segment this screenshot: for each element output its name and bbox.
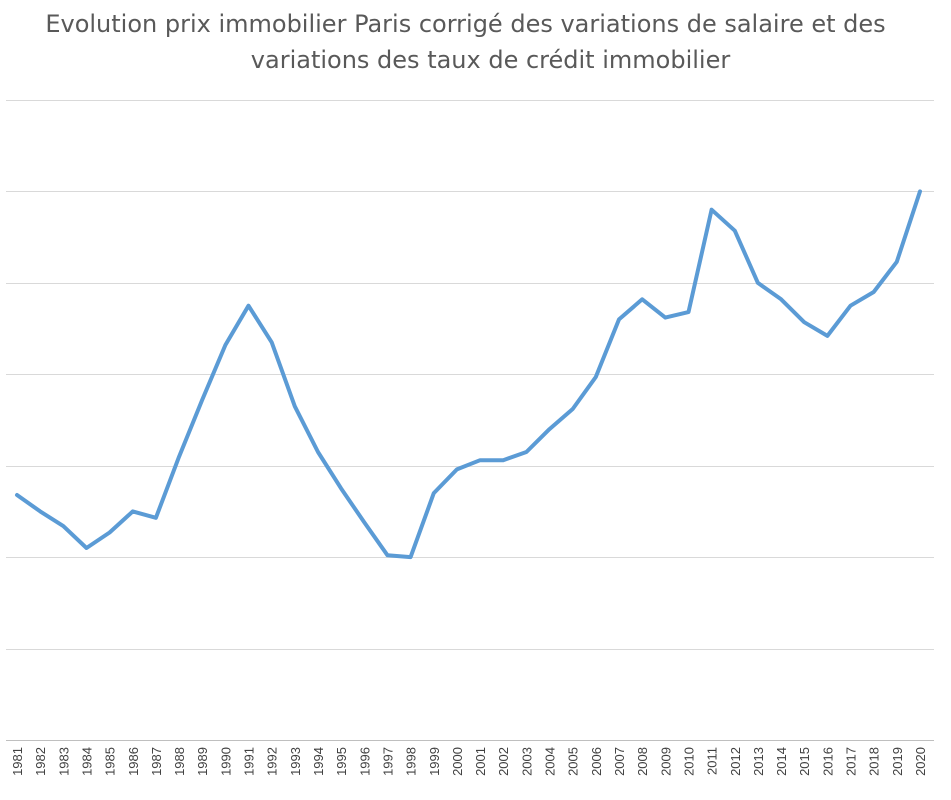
x-tick-label-1982: 1982: [33, 747, 48, 776]
x-tick-label-1999: 1999: [427, 747, 442, 776]
chart-title: Evolution prix immobilier Paris corrigé …: [0, 6, 951, 78]
x-tick-label-1995: 1995: [334, 747, 349, 776]
x-tick-label-1991: 1991: [242, 747, 257, 776]
x-tick-label-2007: 2007: [612, 747, 627, 776]
x-tick-label-1988: 1988: [172, 747, 187, 776]
series-line-1: [15, 189, 922, 560]
x-tick-label-2018: 2018: [867, 747, 882, 776]
x-tick-label-1983: 1983: [56, 747, 71, 776]
series-layer: [15, 189, 922, 560]
x-tick-label-2020: 2020: [913, 747, 928, 776]
x-tick-label-1994: 1994: [311, 747, 326, 776]
x-tick-label-1993: 1993: [288, 747, 303, 776]
x-tick-label-2003: 2003: [519, 747, 534, 776]
x-tick-label-2002: 2002: [496, 747, 511, 776]
x-tick-label-2008: 2008: [635, 747, 650, 776]
x-tick-label-2010: 2010: [681, 747, 696, 776]
x-tick-label-2012: 2012: [728, 747, 743, 776]
x-tick-label-2011: 2011: [705, 747, 720, 775]
x-tick-label-1986: 1986: [126, 747, 141, 776]
chart-title-line-2: variations des taux de crédit immobilier: [250, 46, 731, 74]
x-axis-tick-labels: 1981 1982 1983 1984 1985 1986 1987 1988 1989 1990…: [10, 747, 928, 776]
x-tick-label-2019: 2019: [890, 747, 905, 776]
x-tick-label-2015: 2015: [797, 747, 812, 776]
x-tick-label-1997: 1997: [380, 747, 395, 776]
x-tick-label-1989: 1989: [195, 747, 210, 776]
x-tick-label-1992: 1992: [265, 747, 280, 776]
x-tick-label-2016: 2016: [820, 747, 835, 776]
x-tick-label-1985: 1985: [103, 747, 118, 776]
x-tick-label-1981: 1981: [10, 747, 25, 776]
gridlines: [6, 100, 934, 741]
x-tick-label-2006: 2006: [589, 747, 604, 776]
x-tick-label-2004: 2004: [543, 747, 558, 776]
x-tick-label-2013: 2013: [751, 747, 766, 776]
x-tick-label-2014: 2014: [774, 747, 789, 776]
x-tick-label-1984: 1984: [79, 747, 94, 776]
x-tick-label-1990: 1990: [218, 747, 233, 776]
x-tick-label-2001: 2001: [473, 747, 488, 776]
x-tick-label-1987: 1987: [149, 747, 164, 776]
x-tick-label-1996: 1996: [357, 747, 372, 776]
x-tick-label-2009: 2009: [658, 747, 673, 776]
x-tick-label-2000: 2000: [450, 747, 465, 776]
x-tick-label-1998: 1998: [404, 747, 419, 776]
x-tick-label-2017: 2017: [844, 747, 859, 776]
chart-title-line-1: Evolution prix immobilier Paris corrigé …: [45, 10, 886, 38]
x-tick-label-2005: 2005: [566, 747, 581, 776]
